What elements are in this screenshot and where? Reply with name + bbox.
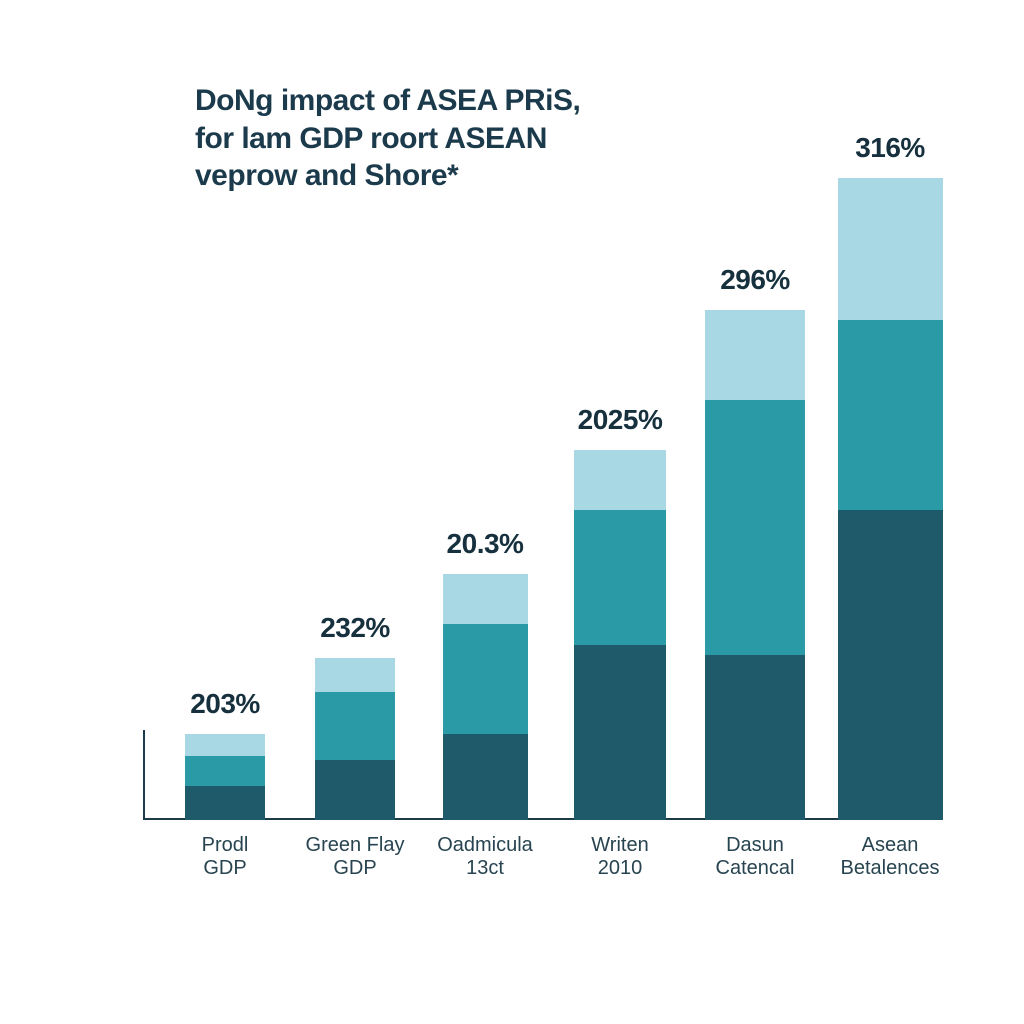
bar (315, 658, 395, 820)
bar-segment (443, 734, 528, 820)
bar-segment (705, 310, 805, 400)
bar-group: 316% (838, 178, 943, 820)
bar-segment (315, 760, 395, 820)
bar-segment (315, 692, 395, 760)
bar-value-label: 296% (655, 264, 855, 296)
bar-segment (185, 756, 265, 786)
bar-segment (574, 450, 666, 510)
y-axis (143, 730, 145, 820)
bar-value-label: 2025% (520, 404, 720, 436)
x-axis-label: AseanBetalences (790, 834, 990, 880)
bar (443, 574, 528, 820)
bar-segment (705, 655, 805, 820)
bar-segment (185, 786, 265, 820)
bar-group: 296% (705, 310, 805, 820)
bar-segment (315, 658, 395, 692)
bar-segment (838, 178, 943, 320)
bar-segment (574, 510, 666, 645)
bar-group: 232% (315, 658, 395, 820)
bar-group: 203% (185, 734, 265, 820)
bar-value-label: 316% (790, 132, 990, 164)
bar-segment (705, 400, 805, 655)
bar (185, 734, 265, 820)
bar-value-label: 232% (255, 612, 455, 644)
plot-area: 203%ProdlGDP232%Green FlayGDP20.3%Oadmic… (145, 120, 935, 820)
bar (705, 310, 805, 820)
bar (574, 450, 666, 820)
bar-segment (574, 645, 666, 820)
bar-segment (838, 320, 943, 510)
bar-segment (443, 574, 528, 624)
bar-value-label: 203% (125, 688, 325, 720)
bar-segment (443, 624, 528, 734)
bar-segment (185, 734, 265, 756)
chart-canvas: DoNg impact of ASEA PRiS,for lam GDP roo… (0, 0, 1024, 1024)
bar-value-label: 20.3% (385, 528, 585, 560)
bar (838, 178, 943, 820)
bar-group: 20.3% (443, 574, 528, 820)
bar-group: 2025% (574, 450, 666, 820)
bar-segment (838, 510, 943, 820)
